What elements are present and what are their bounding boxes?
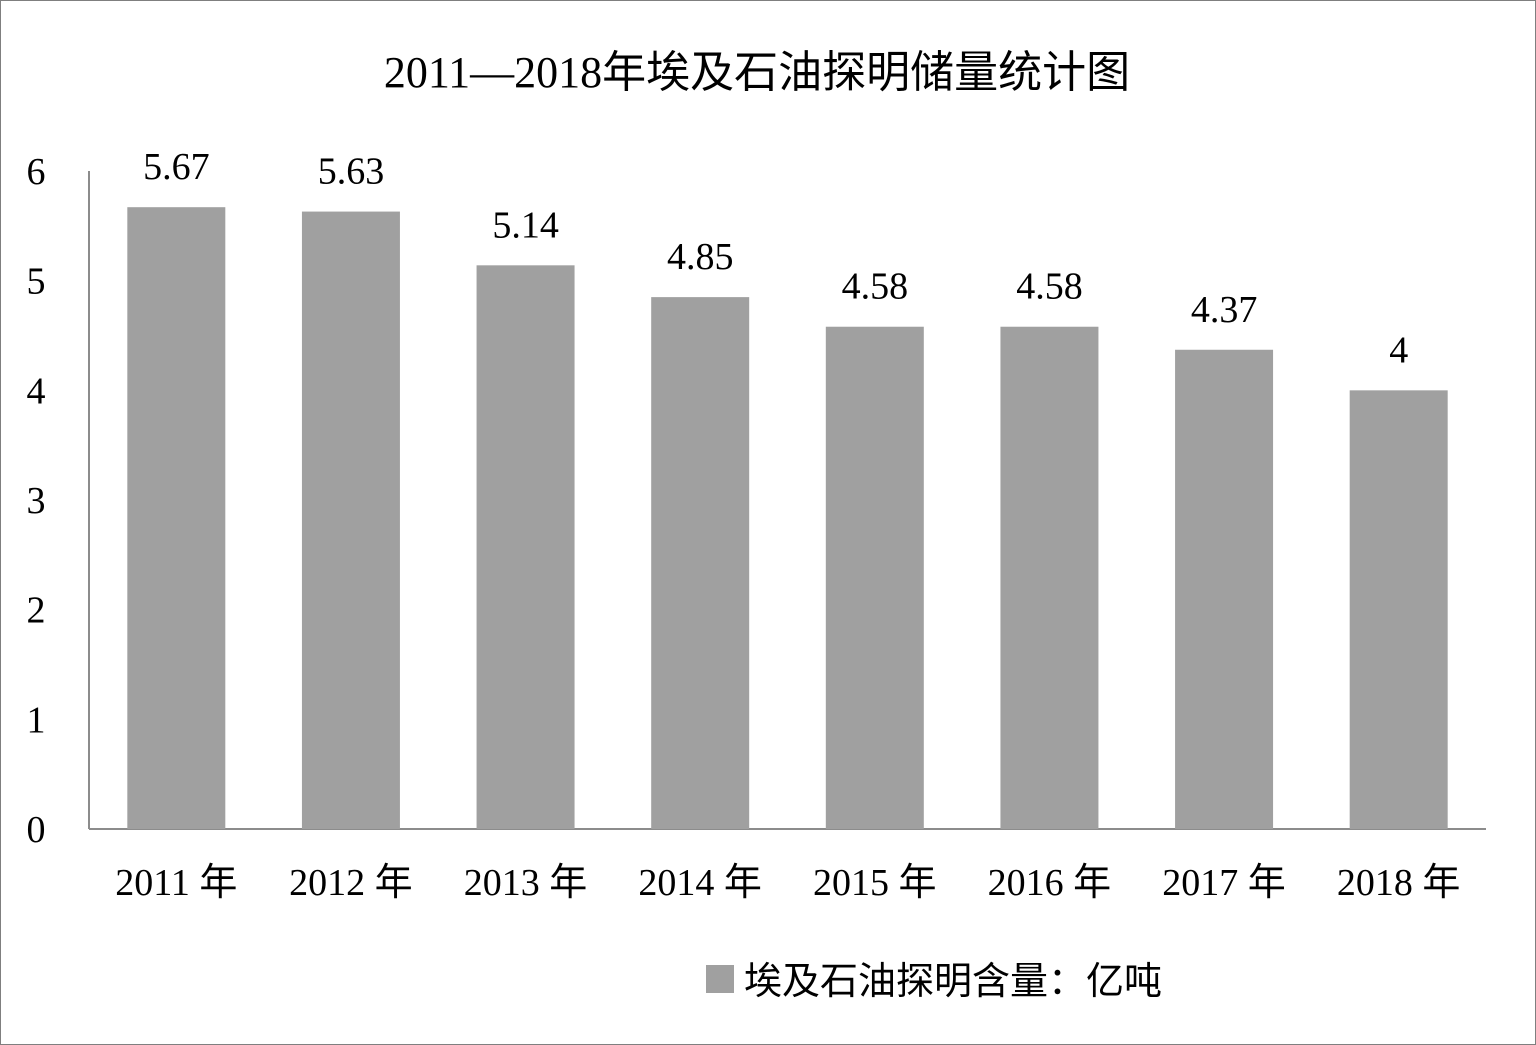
y-tick-label: 6 bbox=[27, 151, 46, 193]
x-tick-label: 2016 年 bbox=[988, 862, 1112, 904]
legend-label: 埃及石油探明含量：亿吨 bbox=[744, 961, 1162, 1003]
legend-swatch bbox=[706, 965, 734, 993]
x-tick-label: 2014 年 bbox=[638, 862, 762, 904]
x-tick-label: 2015 年 bbox=[813, 862, 937, 904]
x-tick-labels: 2011 年 2012 年 2013 年 2014 年 2015 年 2016 年 2017… bbox=[115, 862, 1460, 904]
legend: 埃及石油探明含量：亿吨 bbox=[706, 961, 1162, 1003]
bar bbox=[301, 211, 400, 829]
data-label: 4.85 bbox=[667, 236, 734, 278]
data-label: 5.14 bbox=[492, 204, 559, 246]
bar bbox=[651, 297, 750, 829]
y-tick-label: 3 bbox=[27, 480, 46, 522]
data-label: 4.58 bbox=[842, 266, 909, 308]
y-tick-label: 2 bbox=[27, 590, 46, 632]
data-label: 4 bbox=[1389, 329, 1408, 371]
bars bbox=[127, 207, 1448, 829]
bar bbox=[1349, 390, 1448, 829]
bar bbox=[476, 265, 575, 829]
y-tick-label: 5 bbox=[27, 261, 46, 303]
data-label: 4.58 bbox=[1016, 266, 1083, 308]
x-tick-label: 2013 年 bbox=[464, 862, 588, 904]
x-tick-label: 2011 年 bbox=[115, 862, 237, 904]
y-tick-label: 0 bbox=[27, 809, 46, 851]
y-axis: 0 1 2 3 4 5 6 bbox=[27, 151, 90, 851]
data-label: 4.37 bbox=[1191, 289, 1258, 331]
data-labels: 5.67 5.63 5.14 4.85 4.58 4.58 4.37 4 bbox=[143, 146, 1408, 371]
y-tick-label: 1 bbox=[27, 699, 46, 741]
data-label: 5.67 bbox=[143, 146, 210, 188]
x-tick-label: 2012 年 bbox=[289, 862, 413, 904]
x-tick-label: 2017 年 bbox=[1162, 862, 1286, 904]
y-tick-label: 4 bbox=[27, 370, 46, 412]
chart-title: 2011—2018年埃及石油探明储量统计图 bbox=[384, 48, 1130, 97]
data-label: 5.63 bbox=[318, 151, 385, 193]
bar bbox=[127, 207, 226, 829]
bar bbox=[1000, 326, 1099, 829]
bar bbox=[1175, 349, 1274, 829]
bar bbox=[825, 326, 924, 829]
x-tick-label: 2018 年 bbox=[1337, 862, 1461, 904]
